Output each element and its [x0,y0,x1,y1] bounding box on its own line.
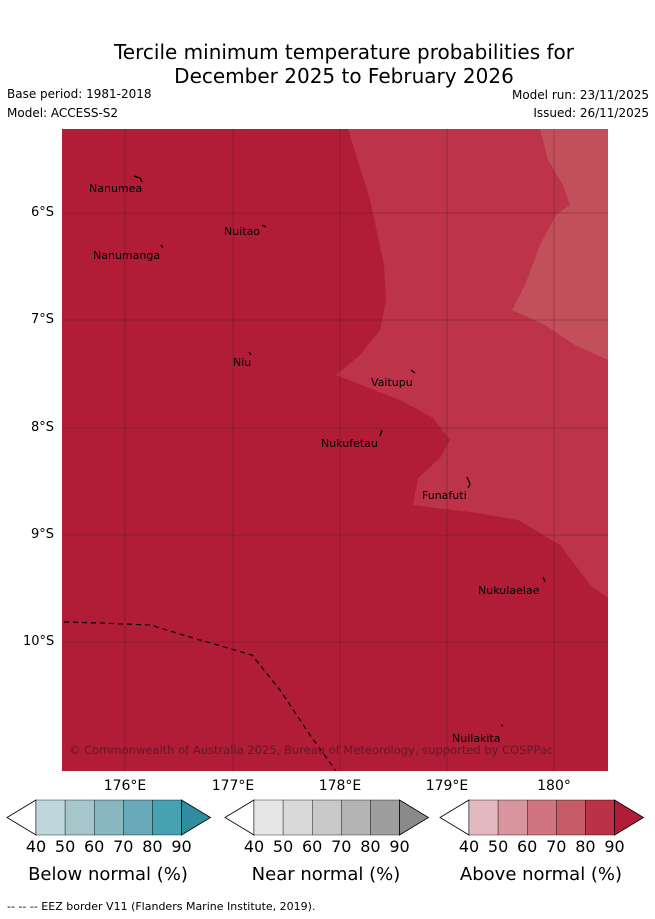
colorbar-segment [93,799,124,836]
colorbar-title-near: Near normal (%) [251,864,401,885]
colorbar-tick-label: 70 [546,837,567,856]
issued-date: Issued: 26/11/2025 [533,106,649,120]
colorbar-segment [556,799,586,836]
colorbar-above-normal [439,799,645,836]
chart-title-line-1: Tercile minimum temperature probabilitie… [113,40,575,64]
place-label-niu: Niu [233,356,251,369]
probability-area-70 [512,129,608,360]
colorbar-tick-label: 80 [142,837,163,856]
colorbar-tick-label: 80 [360,837,381,856]
lon-label-176e: 176°E [103,778,147,794]
lat-label-10s: 10°S [23,634,55,649]
colorbar-segment [497,799,528,836]
graticule [62,129,608,771]
colorbar-near-normal [224,799,430,836]
colorbar-tick-label: 50 [487,837,509,856]
islands [133,175,546,727]
place-label-nanumanga: Nanumanga [93,249,160,262]
place-label-nuilakita: Nuilakita [452,732,501,745]
colorbar-tick-label: 70 [331,837,352,856]
lat-label-7s: 7°S [31,312,55,327]
colorbar-extension-low [6,799,37,836]
place-label-vaitupu: Vaitupu [371,376,413,389]
colorbar-segment [64,799,95,836]
place-label-nukulaelae: Nukulaelae [478,584,540,597]
place-label-nanumea: Nanumea [89,182,142,195]
base-period: Base period: 1981-2018 [7,87,152,101]
colorbar-tick-label: 90 [171,837,192,856]
colorbar-tick-label: 60 [302,837,323,856]
colorbar-segment [123,799,153,836]
colorbar-segment [253,799,284,836]
colorbar-segment [282,799,313,836]
place-label-nuitao: Nuitao [224,225,260,238]
colorbar-extension-low [439,799,470,836]
eez-footnote: -- -- -- EEZ border V11 (Flanders Marine… [7,900,316,913]
colorbar-tick-label: 50 [272,837,294,856]
colorbar-segment [468,799,499,836]
lon-label-177e: 177°E [211,778,255,794]
colorbar-segment [312,799,342,836]
colorbar-tick-label: 80 [575,837,596,856]
lon-label-180: 180° [537,778,571,794]
lat-label-6s: 6°S [31,205,55,220]
lon-label-178e: 178°E [318,778,362,794]
colorbar-segment [370,799,400,836]
colorbar-segment [35,799,66,836]
colorbar-segment [585,799,615,836]
lon-label-179e: 179°E [425,778,469,794]
place-label-funafuti: Funafuti [422,489,467,502]
colorbar-tick-label: 70 [113,837,134,856]
model-run-date: Model run: 23/11/2025 [511,88,649,102]
colorbar-title-below: Below normal (%) [28,864,188,885]
lat-label-8s: 8°S [31,420,55,435]
colorbar-extension-high [181,799,212,836]
colorbar-tick-label: 90 [389,837,410,856]
colorbar-tick-label: 40 [243,837,265,856]
chart-title-line-2: December 2025 to February 2026 [174,64,514,88]
lat-label-9s: 9°S [31,527,55,542]
colorbars [6,799,645,836]
copyright-notice: © Commonwealth of Australia 2025, Bureau… [69,743,553,757]
colorbar-tick-label: 50 [54,837,76,856]
colorbar-extension-high [614,799,645,836]
colorbar-title-above: Above normal (%) [459,864,623,885]
colorbar-tick-label: 60 [84,837,105,856]
colorbar-segment [527,799,557,836]
colorbar-tick-label: 40 [25,837,47,856]
eez-border [63,621,337,771]
colorbar-extension-low [224,799,255,836]
model-name: Model: ACCESS-S2 [7,106,119,120]
colorbar-tick-label: 40 [458,837,480,856]
colorbar-segment [341,799,371,836]
colorbar-extension-high [399,799,430,836]
colorbar-tick-label: 90 [604,837,625,856]
colorbar-segment [152,799,182,836]
colorbar-below-normal [6,799,212,836]
place-label-nukufetau: Nukufetau [321,437,378,450]
colorbar-tick-label: 60 [517,837,538,856]
